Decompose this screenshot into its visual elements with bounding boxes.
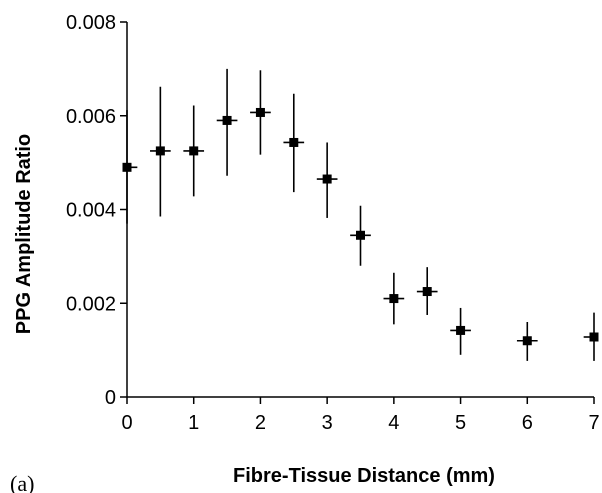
x-tick-label: 2 [255,412,266,434]
x-tick-label: 3 [322,412,333,434]
x-tick-label: 0 [121,412,132,434]
x-tick-label: 5 [455,412,466,434]
data-point [522,336,532,346]
y-tick-label: 0.006 [66,106,116,128]
y-tick-label: 0.002 [66,293,116,315]
data-point [456,325,466,335]
data-point [289,137,299,147]
data-point [189,146,199,156]
y-tick-label: 0.008 [66,12,116,34]
error-bars [126,68,598,361]
x-tick-label: 6 [522,412,533,434]
data-point [322,174,332,184]
x-tick-label: 1 [188,412,199,434]
x-tick-label: 4 [388,412,399,434]
data-point [422,287,432,297]
y-tick-label: 0 [105,387,116,409]
data-point [356,230,365,240]
x-axis-title: Fibre-Tissue Distance (mm) [233,465,495,487]
data-point [255,107,265,117]
data-point [155,146,165,156]
data-point [222,115,232,125]
data-point [589,332,599,342]
x-axis-ticks: 0 1 2 3 4 5 6 7 [121,397,600,434]
y-axis-title: PPG Amplitude Ratio [13,134,35,334]
y-axis-ticks: 0 0.002 0.004 0.006 0.008 [66,12,127,409]
x-tick-label: 7 [588,412,599,434]
panel-label: (a) [10,471,34,493]
data-point [389,294,399,304]
y-tick-label: 0.004 [66,200,116,222]
